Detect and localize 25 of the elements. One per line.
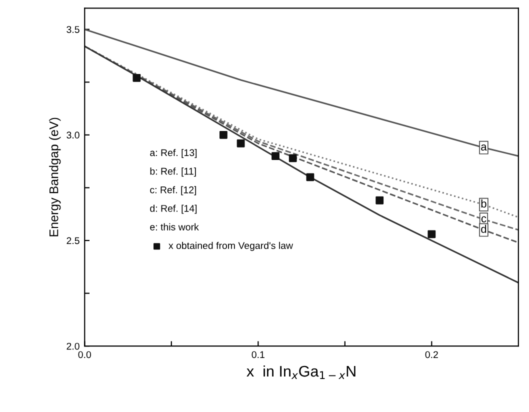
y-axis-title: Energy Bandgap (eV): [49, 118, 61, 236]
x-axis-title: x in In$_{x}$Ga$_{1−x}$N: [246, 365, 356, 380]
point: [306, 173, 314, 182]
point: [288, 154, 297, 162]
x-tick-label: 0.1: [252, 351, 264, 358]
y-tick-label: 3.5: [66, 26, 80, 33]
x-tick-label: 0.0: [78, 351, 92, 358]
point: [236, 139, 245, 148]
annotation: e: this work: [150, 223, 199, 230]
y-tick-label: 2.0: [66, 342, 80, 350]
annotation: d: Ref. [14]: [150, 204, 197, 214]
point: [272, 152, 280, 160]
point: [220, 130, 228, 139]
y-tick-label: 3.0: [66, 132, 80, 139]
annotation: c: Ref. [12]: [150, 186, 196, 196]
point: [132, 74, 141, 82]
point: [428, 230, 436, 238]
annotation: a: Ref. [13]: [150, 148, 197, 158]
y-tick-label: 2.5: [66, 237, 80, 244]
line-series: [84, 28, 518, 157]
line-series: [84, 45, 518, 284]
x-tick-label: 0.2: [425, 351, 438, 358]
point: [376, 196, 384, 204]
legend-label: x obtained from Vegard's law: [168, 242, 294, 251]
annotation: b: Ref. [11]: [150, 168, 196, 177]
